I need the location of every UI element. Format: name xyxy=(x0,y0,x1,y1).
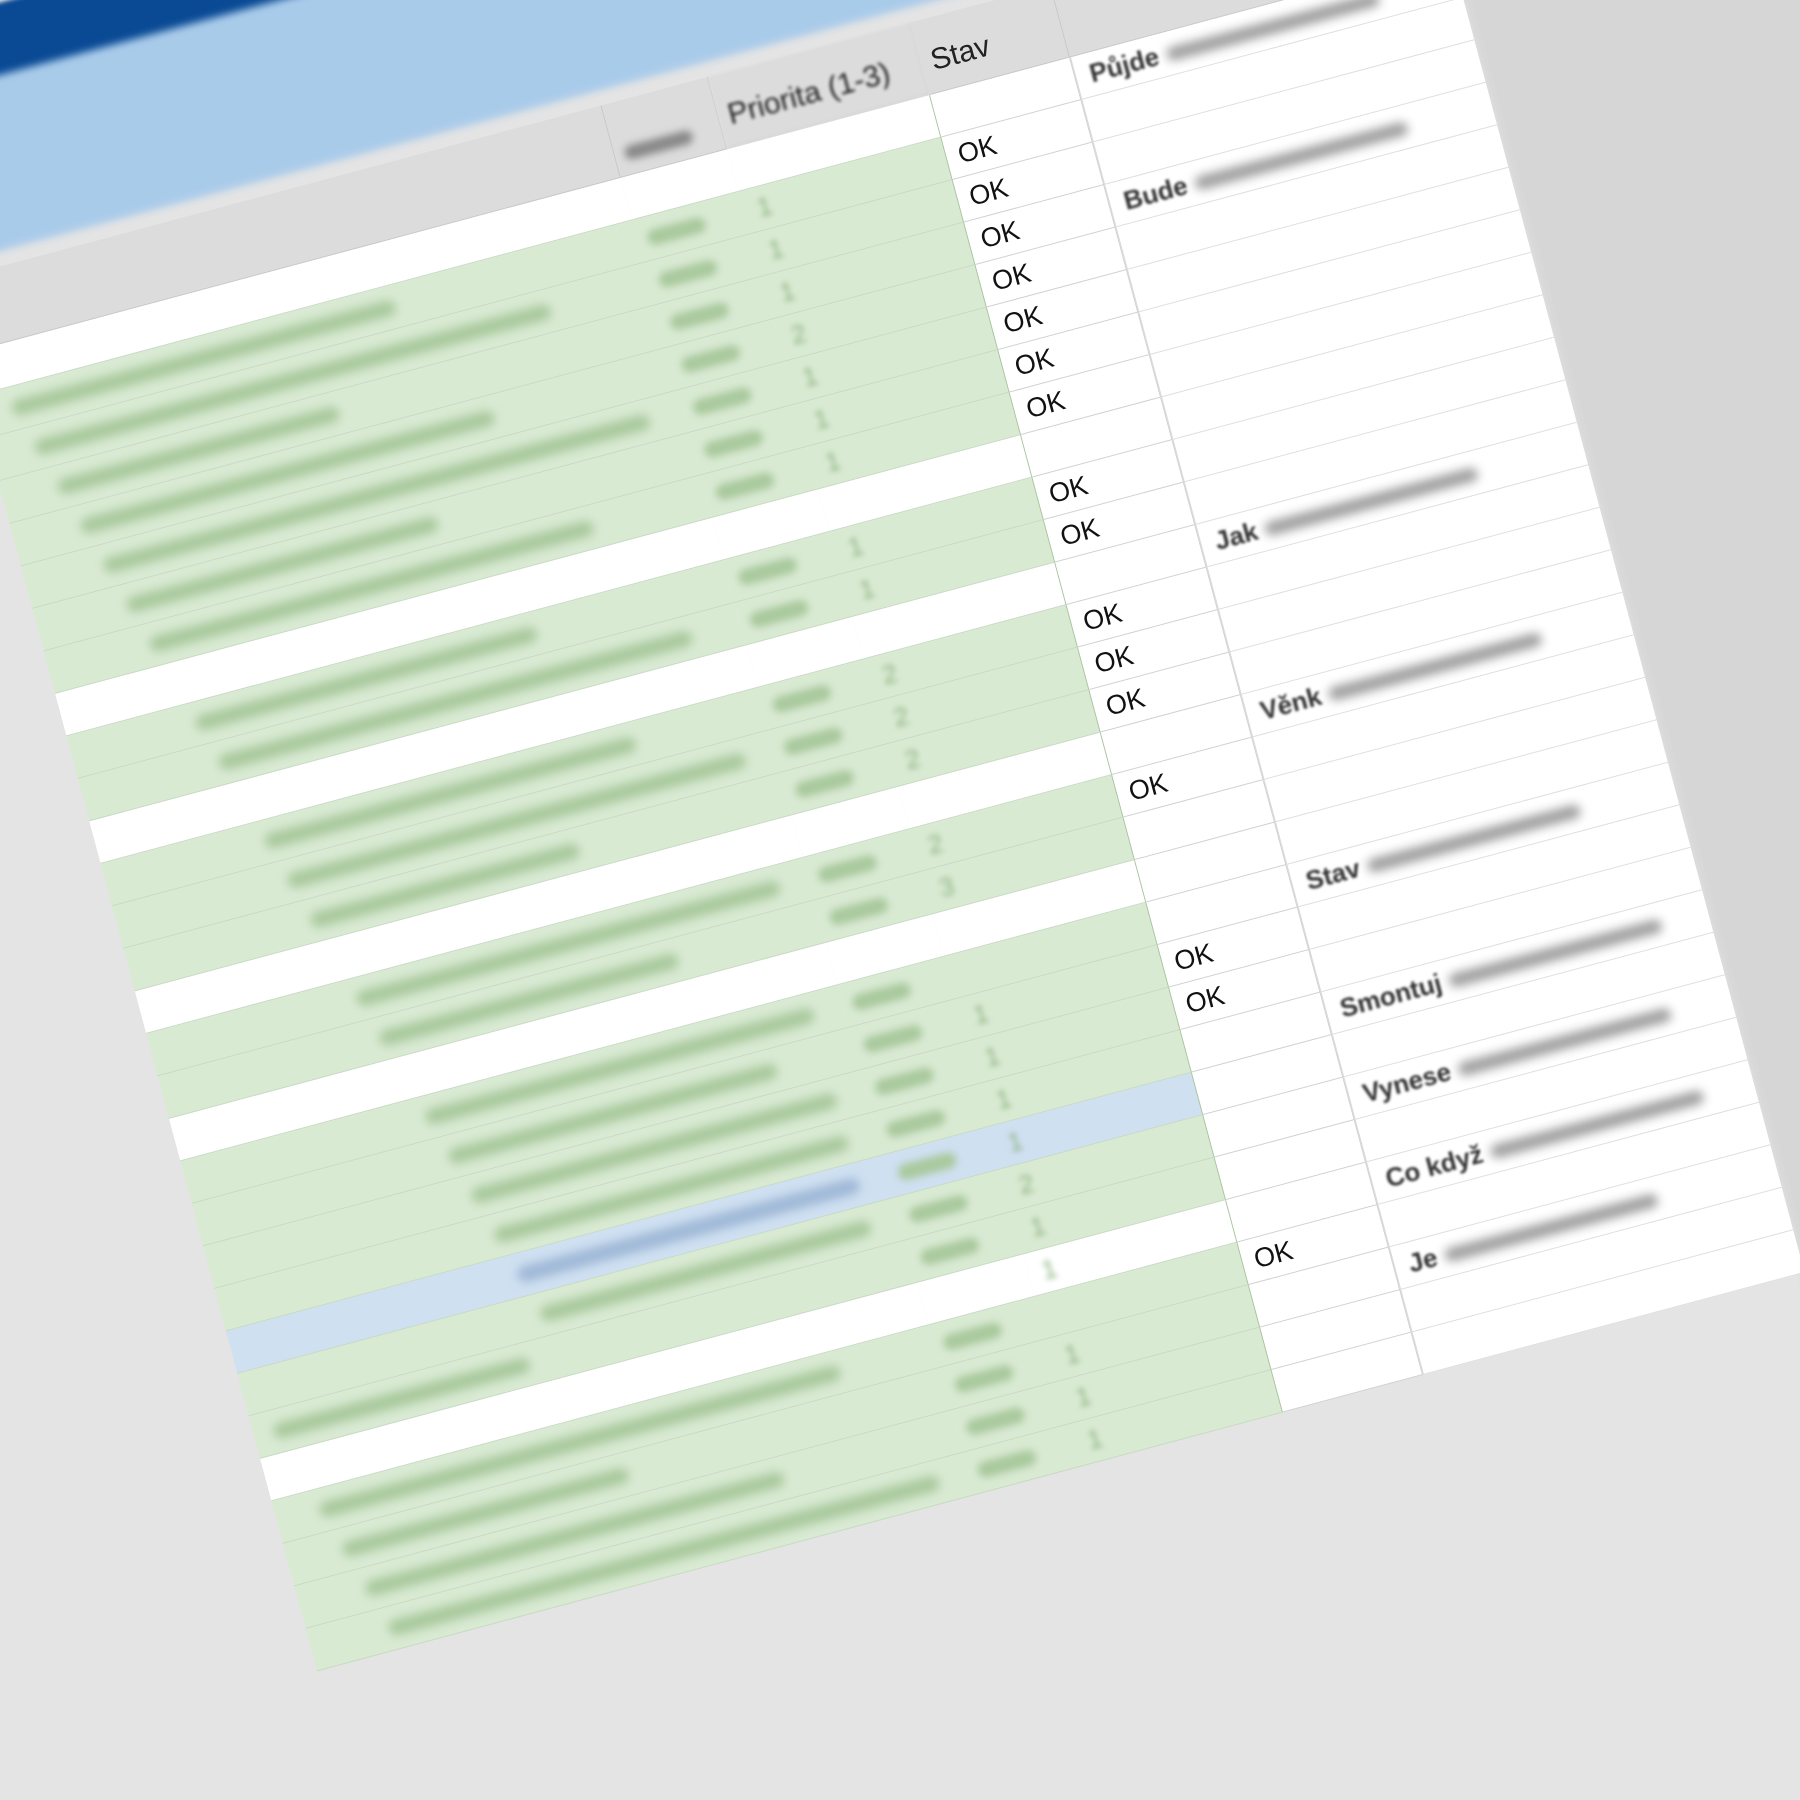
priority-value: 1 xyxy=(981,1040,1004,1074)
priority-value: 1 xyxy=(844,530,867,564)
status-text-blur xyxy=(713,470,776,502)
stav-value: OK xyxy=(1057,512,1103,552)
stav-value: OK xyxy=(1022,385,1069,425)
stav-value: OK xyxy=(977,215,1023,255)
status-text-blur xyxy=(691,385,754,417)
priority-value: 1 xyxy=(799,360,821,394)
stav-value: OK xyxy=(1250,1235,1297,1275)
status-text-blur xyxy=(896,1150,959,1182)
status-text-blur xyxy=(941,1320,1004,1352)
stav-value: OK xyxy=(1170,937,1217,977)
stav-value: OK xyxy=(1125,767,1171,807)
status-text-blur xyxy=(861,1023,925,1055)
status-text-blur xyxy=(668,300,731,332)
priority-value: 1 xyxy=(1004,1125,1026,1159)
priority-value: 2 xyxy=(878,657,901,691)
status-text-blur xyxy=(679,343,742,375)
status-text-blur xyxy=(850,980,913,1012)
stav-value: OK xyxy=(1011,342,1057,382)
note-text: Je xyxy=(1404,1241,1441,1279)
status-text-blur xyxy=(748,598,811,630)
priority-value: 2 xyxy=(890,700,913,734)
priority-value: 2 xyxy=(787,317,810,351)
priority-value: 1 xyxy=(1026,1210,1049,1244)
header-stav-label: Stav xyxy=(926,29,994,77)
priority-value: 1 xyxy=(856,572,878,606)
status-text-blur xyxy=(964,1405,1027,1437)
priority-value: 1 xyxy=(1083,1422,1106,1456)
status-text-blur xyxy=(816,853,879,885)
status-text-blur xyxy=(918,1235,981,1267)
status-text-blur xyxy=(645,215,708,247)
priority-value: 1 xyxy=(753,190,776,224)
status-text-blur xyxy=(656,258,720,290)
status-text-blur xyxy=(793,768,856,800)
stav-value: OK xyxy=(965,172,1012,212)
status-text-blur xyxy=(702,428,765,460)
stav-value: OK xyxy=(954,130,1000,170)
priority-value: 2 xyxy=(924,827,947,861)
priority-value: 1 xyxy=(992,1082,1015,1116)
status-text-blur xyxy=(827,895,890,927)
priority-value: 2 xyxy=(1015,1167,1038,1201)
priority-value: 1 xyxy=(969,997,992,1031)
priority-value: 1 xyxy=(1038,1252,1061,1286)
status-text-blur xyxy=(736,555,799,587)
stav-value: OK xyxy=(1045,470,1092,510)
status-text-blur xyxy=(884,1108,947,1140)
priority-value: 3 xyxy=(935,870,958,904)
stav-value: OK xyxy=(1102,682,1149,722)
status-text-blur xyxy=(975,1448,1038,1480)
priority-value: 2 xyxy=(901,742,924,776)
stav-value: OK xyxy=(1182,980,1228,1020)
status-text-blur xyxy=(770,683,833,715)
note-text: Věnk xyxy=(1256,680,1325,726)
stav-value: OK xyxy=(1000,300,1046,340)
note-text: Stav xyxy=(1302,852,1364,896)
priority-value: 1 xyxy=(776,275,799,309)
priority-value: 1 xyxy=(765,232,787,266)
priority-value: 1 xyxy=(810,402,833,436)
stav-value: OK xyxy=(1091,640,1137,680)
stav-value: OK xyxy=(1079,597,1126,637)
status-text-blur xyxy=(953,1363,1016,1395)
header-status-blur xyxy=(623,129,695,161)
priority-value: 1 xyxy=(821,445,844,479)
status-text-blur xyxy=(907,1193,970,1225)
status-text-blur xyxy=(782,725,845,757)
priority-value: 1 xyxy=(1061,1337,1083,1371)
priority-value: 1 xyxy=(1072,1380,1095,1414)
note-text: Jak xyxy=(1211,515,1262,556)
status-text-blur xyxy=(873,1065,936,1097)
stav-value: OK xyxy=(988,257,1035,297)
